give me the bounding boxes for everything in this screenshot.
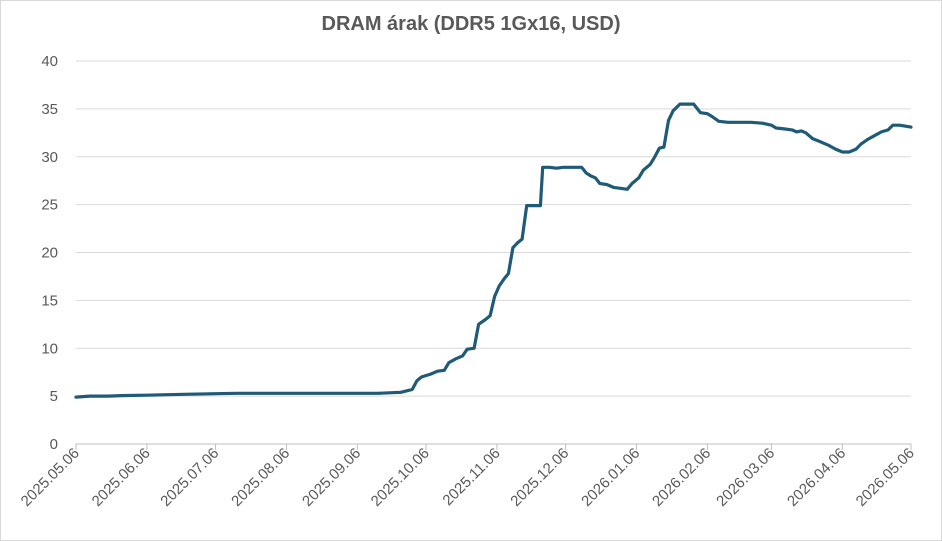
series-line-0 [74,102,913,399]
y-tick-label: 25 [41,197,58,214]
y-tick-label: 15 [41,292,58,309]
y-tick-label: 20 [41,245,58,262]
x-tick-label: 2025.05.06 [18,445,83,510]
x-tick-label: 2026.01.06 [578,445,643,510]
x-tick-label: 2025.09.06 [299,445,364,510]
chart-title: DRAM árak (DDR5 1Gx16, USD) [321,13,621,35]
x-tick-label: 2025.07.06 [157,445,222,510]
x-tick-label: 2025.08.06 [228,445,293,510]
gridlines [76,60,911,397]
x-tick-label: 2026.02.06 [649,445,714,510]
y-axis-tick-labels: 0 5 10 15 20 25 30 35 40 [41,53,58,453]
x-tick-label: 2026.05.06 [853,445,918,510]
y-tick-label: 5 [50,388,58,405]
y-tick-label: 0 [50,436,58,453]
x-axis [75,443,912,450]
y-tick-label: 40 [41,53,58,70]
x-tick-label: 2025.06.06 [89,445,154,510]
x-tick-label: 2025.10.06 [368,445,433,510]
series-layer [74,102,913,399]
x-tick-label: 2025.11.06 [439,445,503,509]
x-axis-tick-labels: 2025.05.06 2025.06.06 2025.07.06 2025.08.06… [18,445,918,510]
y-tick-label: 10 [41,340,58,357]
x-tick-label: 2025.12.06 [507,445,572,510]
x-tick-label: 2026.03.06 [713,445,778,510]
x-tick-label: 2026.04.06 [784,445,849,510]
y-tick-label: 35 [41,101,58,118]
y-tick-label: 30 [41,149,58,166]
